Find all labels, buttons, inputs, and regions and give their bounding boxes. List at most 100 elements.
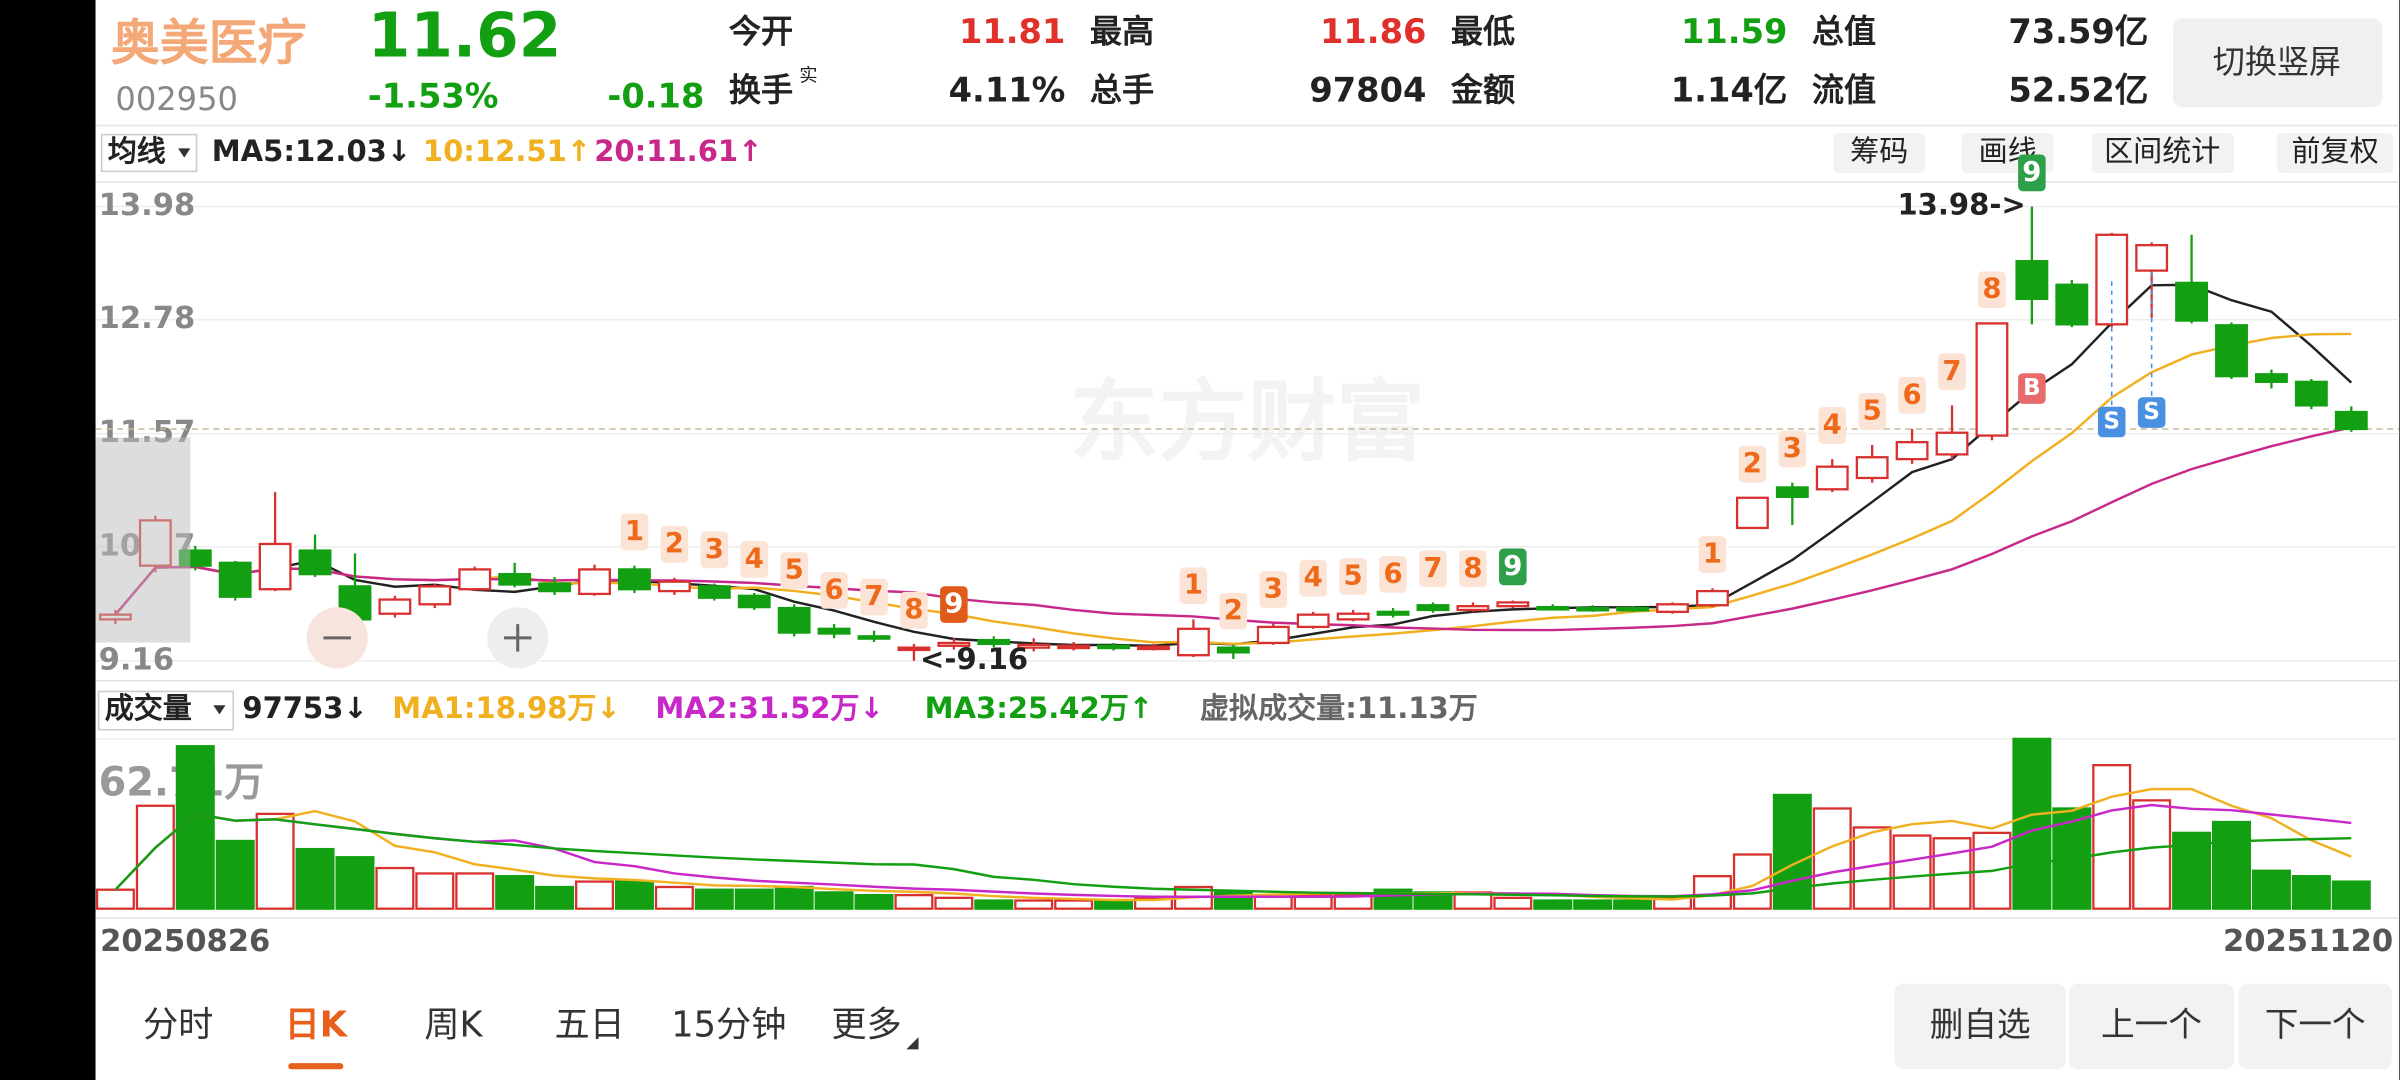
- field-value: 97804: [1309, 70, 1426, 109]
- signal-box: [940, 586, 968, 623]
- candle-body: [1975, 322, 2009, 437]
- zoom-panel[interactable]: [95, 437, 191, 643]
- volume-bar: [734, 888, 774, 910]
- switch-button[interactable]: [2172, 18, 2383, 108]
- volume-bar: [1772, 793, 1812, 910]
- field-value: 52.52亿: [2008, 70, 2148, 109]
- tab[interactable]: 分时: [143, 1004, 213, 1045]
- candle-body: [1656, 603, 1689, 613]
- signal-label: 9: [2022, 156, 2041, 188]
- tool-button[interactable]: [1833, 133, 1926, 173]
- candle-body: [1815, 465, 1849, 491]
- trade-box: [2018, 373, 2046, 404]
- volume-selector[interactable]: [97, 690, 234, 731]
- signal-box: [700, 531, 729, 569]
- volume-bar: [95, 888, 135, 910]
- price: 11.62: [368, 0, 561, 71]
- volume-bar: [1533, 899, 1573, 910]
- tab[interactable]: 周K: [424, 1004, 483, 1045]
- nav-button[interactable]: [1894, 983, 2066, 1070]
- tab[interactable]: 五日: [554, 1004, 624, 1045]
- ma-value: MA5:12.03↓: [212, 134, 411, 168]
- signal-label: 2: [1743, 447, 1762, 479]
- candle-body: [737, 594, 771, 609]
- volume-bar: [2251, 869, 2291, 910]
- volume-bar: [535, 885, 575, 910]
- tab[interactable]: 15分钟: [671, 1004, 786, 1045]
- volume-bar: [934, 896, 974, 910]
- price-chart: 13.9812.7811.5710.379.1613.98-><-9.16123…: [95, 154, 2400, 677]
- field-label: 总值: [1812, 13, 1876, 51]
- tool-label: 筹码: [1850, 134, 1908, 168]
- tab[interactable]: 更多: [831, 1004, 901, 1045]
- switch-label: 切换竖屏: [2213, 43, 2341, 81]
- volume-bar: [1293, 893, 1333, 910]
- ma-selector[interactable]: [100, 133, 198, 173]
- candle-body: [1216, 646, 1250, 654]
- candle-body: [2175, 281, 2209, 322]
- field-label: 最高: [1090, 13, 1154, 51]
- candle-body: [1057, 644, 1091, 650]
- candle-body: [657, 580, 691, 593]
- field-value: 1.14亿: [1671, 70, 1788, 109]
- volume-value: MA2:31.52万↓: [655, 691, 883, 725]
- candle-body: [298, 549, 332, 576]
- signal-label: 7: [1942, 355, 1961, 387]
- signal-box: [860, 578, 888, 616]
- volume-ma-line: [114, 812, 2352, 898]
- candle-body: [2215, 324, 2248, 378]
- candle-body: [258, 542, 292, 591]
- candle-body: [1855, 456, 1889, 480]
- candle-body: [1456, 605, 1490, 612]
- trade-label: S: [2143, 399, 2160, 425]
- volume-bar: [415, 872, 455, 910]
- candle-body: [777, 606, 811, 634]
- tab[interactable]: 日K: [285, 1004, 349, 1045]
- volume-bar: [255, 812, 295, 910]
- ma-value: 20:11.61↑: [594, 134, 762, 168]
- signal-box: [1778, 430, 1807, 468]
- tool-button[interactable]: [2276, 133, 2394, 173]
- volume-bar: [1094, 899, 1134, 910]
- volume-bar: [215, 839, 255, 910]
- nav-buttons: 删自选 上一个 下一个: [1894, 983, 2392, 1070]
- signal-label: 1: [625, 515, 644, 547]
- volume-bar: [1653, 896, 1693, 910]
- volume-bar: [1054, 899, 1094, 910]
- signal-box: [1339, 557, 1367, 595]
- nav-button[interactable]: [2238, 983, 2392, 1070]
- field-value: 11.59: [1681, 12, 1787, 51]
- signal-box: [1738, 445, 1767, 483]
- signal-box: [1299, 559, 1327, 597]
- candle-body: [1696, 589, 1729, 607]
- volume-bar: [614, 880, 654, 910]
- plus-icon: [503, 624, 532, 652]
- nav-button[interactable]: [2068, 983, 2235, 1070]
- stock-name: 奥美医疗: [111, 14, 307, 71]
- candle-body: [1616, 606, 1650, 612]
- volume-bar: [2291, 875, 2331, 910]
- candle-body: [1576, 606, 1610, 612]
- signal-label: 4: [745, 542, 764, 574]
- volume-bar: [1333, 893, 1373, 910]
- candle-body: [2135, 244, 2169, 272]
- signal-box: [820, 572, 848, 609]
- volume-bar: [2132, 799, 2172, 910]
- volume-value: 97753↓: [242, 691, 367, 725]
- tool-button[interactable]: [2091, 133, 2235, 173]
- signal-box: [1898, 376, 1926, 414]
- nav-label: 下一个: [2265, 1005, 2366, 1044]
- candle-body: [817, 627, 851, 635]
- signal-label: 8: [904, 593, 923, 625]
- field-label: 金额: [1450, 71, 1515, 109]
- candle-body: [1376, 610, 1410, 616]
- volume-bar: [1573, 899, 1613, 910]
- signal-box: [1818, 407, 1847, 444]
- candle-body: [1496, 601, 1530, 608]
- signal-box: [1978, 271, 2006, 309]
- signal-box: [1419, 550, 1447, 588]
- volume-value: MA1:18.98万↓: [392, 691, 620, 725]
- signal-box: [1698, 536, 1727, 573]
